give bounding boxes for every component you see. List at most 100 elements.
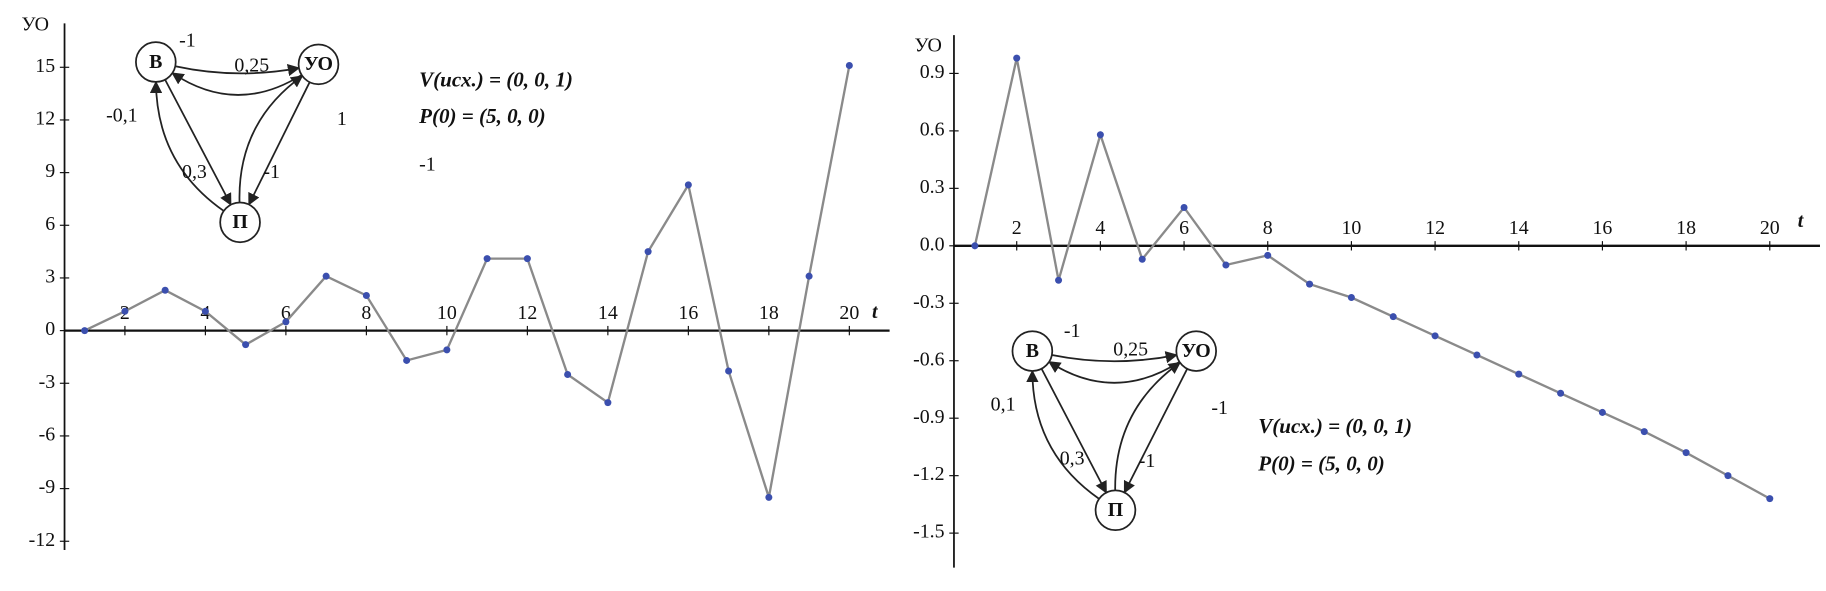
- diagram-edge: [1040, 368, 1108, 494]
- diagram-node: [219, 201, 261, 244]
- data-point: [1515, 370, 1523, 378]
- diagram-edge: [1026, 369, 1100, 500]
- data-point: [322, 272, 330, 280]
- y-axis-label: УО: [22, 13, 49, 35]
- y-tick-label: 3: [45, 266, 55, 288]
- edge-label: -1: [1139, 450, 1156, 472]
- x-tick-label: 6: [281, 302, 291, 324]
- data-point: [443, 346, 451, 354]
- x-axis-label: t: [872, 301, 879, 323]
- edge-label: 0,3: [182, 161, 207, 183]
- y-tick-label: 0.0: [920, 233, 945, 255]
- x-tick-label: 18: [759, 302, 779, 324]
- annotation: P(0) = (5, 0, 0): [418, 104, 546, 128]
- data-point: [1682, 449, 1690, 457]
- data-point: [1138, 255, 1146, 263]
- x-tick-label: 16: [678, 302, 698, 324]
- data-point: [1264, 251, 1272, 259]
- data-point: [971, 242, 979, 250]
- y-tick-label: 9: [45, 160, 55, 182]
- annotation: V(исх.) = (0, 0, 1): [419, 68, 573, 92]
- annotation: P(0) = (5, 0, 0): [1257, 452, 1385, 476]
- data-point: [1013, 54, 1021, 62]
- diagram-node: [1175, 330, 1217, 372]
- diagram-edge: [238, 75, 304, 203]
- data-point: [564, 370, 572, 379]
- x-tick-label: 4: [1095, 217, 1105, 239]
- diagram-edge: [1051, 351, 1178, 364]
- diagram-edge: [1048, 361, 1180, 384]
- diagram-edge: [1114, 361, 1182, 491]
- diagram-node: [297, 43, 340, 86]
- data-point: [1096, 131, 1104, 139]
- y-tick-label: 0.3: [920, 176, 945, 198]
- y-tick-label: -9: [39, 476, 56, 498]
- data-point: [282, 318, 290, 326]
- y-tick-label: -12: [29, 529, 56, 551]
- data-point: [201, 307, 209, 315]
- data-point: [403, 356, 411, 364]
- y-tick-label: -0.3: [913, 291, 945, 313]
- edge-label: 0,25: [234, 54, 269, 76]
- data-point: [242, 341, 250, 349]
- x-tick-label: 14: [598, 302, 618, 324]
- x-tick-label: 8: [1263, 217, 1273, 239]
- edge-label: -1: [179, 30, 196, 52]
- y-tick-label: 0.6: [920, 118, 945, 140]
- data-point: [1347, 294, 1355, 302]
- y-tick-label: -1.5: [913, 521, 945, 543]
- node-label: УО: [304, 53, 333, 75]
- data-point: [684, 181, 692, 189]
- data-point: [1473, 351, 1481, 359]
- edge-label: -1: [263, 161, 280, 183]
- x-tick-label: 8: [361, 302, 371, 324]
- x-tick-label: 12: [517, 302, 537, 324]
- data-point: [805, 272, 813, 280]
- edge-label: 0,3: [1060, 447, 1085, 469]
- diagram-edge: [164, 79, 232, 206]
- data-point: [121, 307, 129, 315]
- data-point: [1640, 428, 1648, 436]
- x-tick-label: 20: [839, 302, 859, 324]
- diagram-node: [1011, 330, 1054, 372]
- y-tick-label: -0.6: [913, 348, 945, 370]
- y-tick-label: -1.2: [913, 463, 944, 485]
- edge-label: 1: [337, 108, 347, 130]
- data-point: [604, 399, 612, 407]
- edge-label: 0,1: [991, 394, 1016, 416]
- data-point: [161, 286, 169, 294]
- y-tick-label: 0.9: [920, 61, 945, 83]
- x-tick-label: 12: [1425, 217, 1445, 239]
- y-tick-label: 6: [45, 213, 55, 235]
- diagram-edge: [171, 72, 303, 96]
- y-tick-label: 12: [35, 108, 55, 130]
- series-line: [84, 65, 851, 498]
- x-tick-label: 18: [1676, 217, 1696, 239]
- edge-label: 0,25: [1113, 339, 1148, 361]
- data-point: [1389, 313, 1397, 321]
- x-tick-label: 14: [1509, 217, 1529, 239]
- data-point: [1598, 408, 1606, 416]
- data-point: [362, 291, 370, 300]
- x-tick-label: 20: [1760, 217, 1780, 239]
- data-point: [1724, 472, 1732, 480]
- node-label: П: [232, 211, 248, 233]
- x-tick-label: 16: [1592, 217, 1612, 239]
- diagram-edge: [1123, 368, 1188, 494]
- data-point: [1766, 495, 1774, 503]
- node-label: В: [1026, 340, 1039, 362]
- edge-label: -1: [1211, 397, 1228, 419]
- x-tick-label: 10: [437, 302, 457, 324]
- data-point: [523, 255, 531, 263]
- data-point: [845, 62, 853, 70]
- diagram-node: [1094, 489, 1137, 532]
- edge-label: -0,1: [106, 105, 137, 127]
- data-point: [1222, 261, 1230, 269]
- node-label: В: [149, 51, 162, 73]
- y-tick-label: 0: [45, 318, 55, 340]
- y-tick-label: -0.9: [913, 406, 945, 428]
- y-tick-label: -6: [39, 423, 56, 445]
- data-point: [725, 367, 733, 375]
